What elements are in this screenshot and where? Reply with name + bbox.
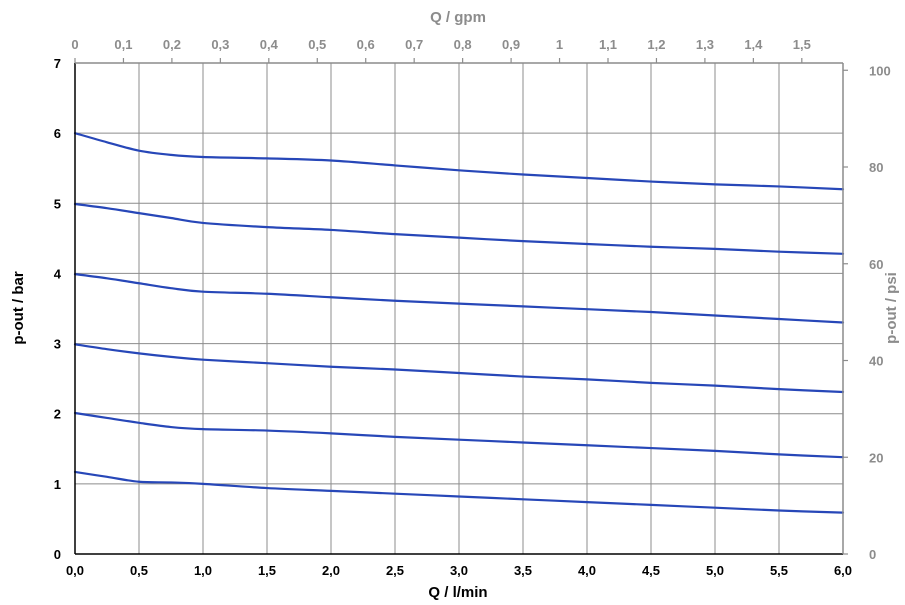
x-tick-label: 0,0 — [66, 563, 84, 578]
grid — [74, 62, 844, 555]
y-tick-label: 6 — [54, 126, 61, 141]
x-tick-label: 0,5 — [130, 563, 148, 578]
x2-axis-title: Q / gpm — [430, 9, 486, 26]
y-tick-label: 4 — [54, 266, 62, 281]
x-tick-label: 4,5 — [642, 563, 660, 578]
y2-tick-label: 80 — [869, 160, 883, 175]
y2-tick-label: 20 — [869, 450, 883, 465]
y2-tick-label: 0 — [869, 547, 876, 562]
x2-tick-label: 1,2 — [647, 37, 665, 52]
x2-tick-label: 0,1 — [114, 37, 132, 52]
x-tick-label: 1,5 — [258, 563, 276, 578]
x2-tick-label: 0,7 — [405, 37, 423, 52]
y2-axis-title: p-out / psi — [883, 272, 900, 344]
x-tick-label: 5,0 — [706, 563, 724, 578]
x2-tick-label: 0,4 — [260, 37, 279, 52]
x-tick-label: 3,5 — [514, 563, 532, 578]
series-line-5 — [73, 202, 845, 255]
x2-tick-label: 0,6 — [357, 37, 375, 52]
x-tick-label: 6,0 — [834, 563, 852, 578]
y-tick-label: 1 — [54, 477, 61, 492]
x2-tick-label: 0 — [71, 37, 78, 52]
x2-tick-label: 0,5 — [308, 37, 326, 52]
x-tick-label: 4,0 — [578, 563, 596, 578]
x2-tick-label: 1,5 — [793, 37, 811, 52]
y-tick-label: 5 — [54, 196, 61, 211]
series-line-2 — [73, 411, 845, 459]
x-tick-label: 3,0 — [450, 563, 468, 578]
x2-tick-label: 0,9 — [502, 37, 520, 52]
x2-tick-label: 0,3 — [211, 37, 229, 52]
series-lines — [73, 132, 845, 514]
tick-labels: 0,0 0,5 1,0 1,5 2,0 2,5 3,0 3,5 4,0 4,5 5,0 5,5 6,0 0… — [54, 37, 891, 578]
y2-tick-label: 60 — [869, 257, 883, 272]
y-tick-label: 7 — [54, 56, 61, 71]
y-tick-label: 0 — [54, 547, 61, 562]
y-tick-label: 3 — [54, 337, 61, 352]
series-line-1 — [73, 470, 845, 514]
x2-tick-label: 1,4 — [744, 37, 763, 52]
x2-tick-label: 0,8 — [454, 37, 472, 52]
x-tick-label: 2,0 — [322, 563, 340, 578]
x-tick-label: 2,5 — [386, 563, 404, 578]
axes — [74, 58, 848, 555]
x2-tick-label: 0,2 — [163, 37, 181, 52]
x-axis-title: Q / l/min — [428, 584, 487, 601]
x-tick-label: 1,0 — [194, 563, 212, 578]
series-line-4 — [73, 273, 845, 324]
y-axis-title: p-out / bar — [10, 271, 27, 344]
y-tick-label: 2 — [54, 407, 61, 422]
x2-tick-label: 1,1 — [599, 37, 617, 52]
series-line-6 — [73, 132, 845, 191]
y2-tick-label: 100 — [869, 63, 891, 78]
series-line-3 — [73, 343, 845, 394]
x2-tick-label: 1,3 — [696, 37, 714, 52]
x2-tick-label: 1 — [556, 37, 563, 52]
x-tick-label: 5,5 — [770, 563, 788, 578]
y2-tick-label: 40 — [869, 354, 883, 369]
